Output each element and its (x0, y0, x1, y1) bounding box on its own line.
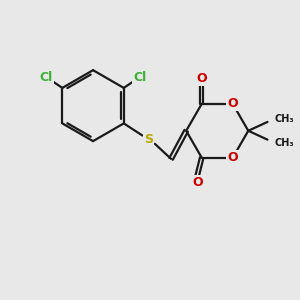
Text: CH₃: CH₃ (275, 138, 295, 148)
Text: O: O (227, 98, 238, 110)
Text: Cl: Cl (39, 71, 53, 84)
Text: O: O (196, 72, 207, 85)
Text: Cl: Cl (134, 71, 147, 84)
Text: O: O (227, 151, 238, 164)
Text: S: S (144, 133, 153, 146)
Text: O: O (192, 176, 202, 189)
Text: CH₃: CH₃ (275, 114, 295, 124)
